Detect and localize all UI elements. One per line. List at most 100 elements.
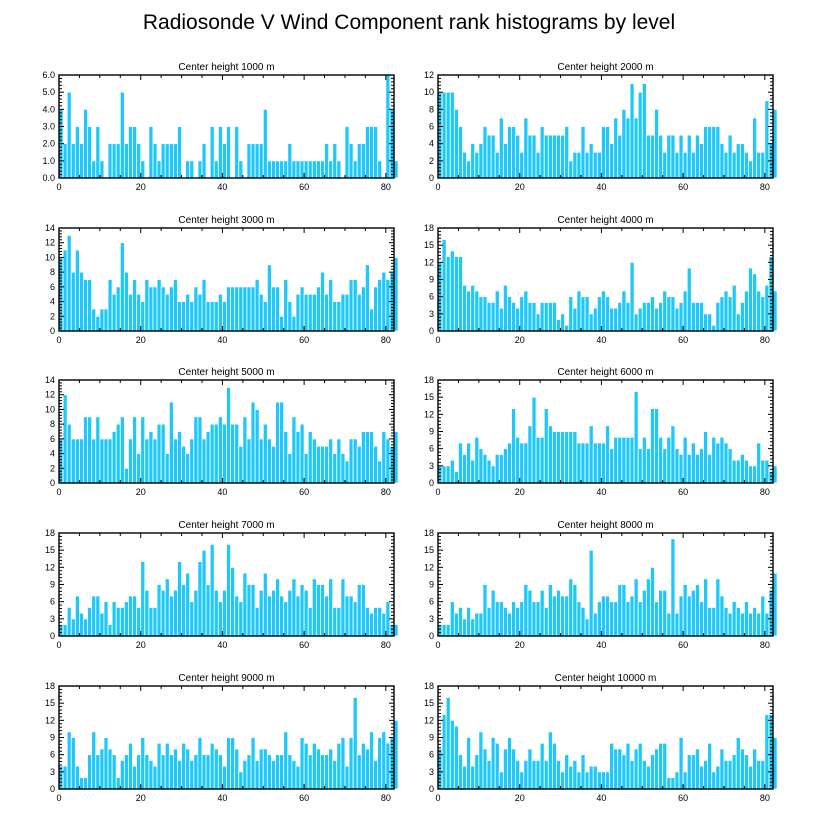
bar — [666, 296, 672, 332]
bar — [189, 438, 195, 484]
bar — [230, 566, 236, 637]
bar — [144, 438, 150, 484]
bar — [193, 754, 199, 790]
bar — [79, 143, 84, 179]
bar — [519, 601, 525, 637]
x-tick-label: 40 — [596, 335, 606, 345]
y-tick-label: 0 — [429, 478, 434, 488]
y-tick-label: 18 — [424, 681, 434, 691]
bar — [564, 431, 570, 484]
bar — [340, 293, 346, 332]
y-tick-label: 2 — [50, 311, 55, 321]
bar — [531, 759, 537, 790]
bar — [172, 589, 178, 637]
bar — [539, 589, 545, 637]
bar — [70, 438, 76, 484]
bar — [621, 436, 627, 484]
bar — [748, 267, 753, 332]
bar — [107, 438, 113, 484]
bar — [324, 445, 330, 484]
bar — [119, 759, 125, 790]
bar — [140, 301, 146, 332]
bar — [107, 279, 113, 332]
bar — [535, 151, 541, 179]
bar — [686, 754, 692, 790]
bar — [658, 134, 664, 179]
bar — [217, 126, 223, 179]
bar — [373, 126, 379, 179]
panel-4: Center height 4000 m 0 20 40 60 80 0 3 6 9 12 15 18 — [424, 215, 778, 345]
x-tick-label: 0 — [435, 640, 440, 650]
bar — [641, 589, 647, 637]
bar — [271, 286, 276, 332]
bar — [197, 737, 203, 790]
bar — [723, 151, 729, 179]
x-tick-label: 0 — [435, 182, 440, 192]
bar — [364, 606, 370, 637]
panel-title: Center height 10000 m — [555, 673, 657, 684]
bar — [279, 401, 285, 484]
bar — [136, 606, 142, 637]
bar — [291, 315, 297, 332]
bar — [650, 134, 655, 179]
bar — [275, 286, 281, 332]
bar — [295, 595, 301, 637]
bar — [62, 624, 68, 637]
panel-title: Center height 3000 m — [178, 215, 274, 226]
bar — [568, 431, 574, 484]
bar — [511, 301, 517, 332]
bar — [601, 442, 606, 484]
bar — [731, 284, 737, 332]
bar — [560, 595, 566, 637]
bar — [360, 286, 366, 332]
bar — [279, 754, 285, 790]
bar — [617, 436, 623, 484]
bar — [621, 108, 627, 179]
bar — [629, 261, 635, 332]
bar — [352, 160, 358, 179]
bar — [498, 771, 504, 790]
bar — [132, 416, 138, 484]
bar — [453, 256, 459, 332]
bar — [470, 143, 476, 179]
bar — [453, 471, 459, 484]
bar — [511, 601, 517, 637]
bar — [551, 595, 557, 637]
panel-7: Center height 7000 m 0 20 40 60 80 0 3 6 9 12 15 18 — [45, 520, 399, 650]
x-tick-label: 20 — [515, 182, 525, 192]
panel-title: Center height 7000 m — [178, 520, 274, 531]
bar — [551, 431, 557, 484]
bar — [189, 601, 195, 637]
x-tick-label: 40 — [217, 793, 227, 803]
bar — [148, 606, 154, 637]
y-tick-label: 8 — [50, 419, 55, 429]
bar — [238, 286, 244, 332]
bar — [441, 91, 447, 179]
bar — [486, 606, 492, 637]
bar — [588, 765, 594, 790]
bar — [699, 601, 704, 637]
y-tick-label: 0 — [50, 784, 55, 794]
x-tick-label: 60 — [299, 182, 309, 192]
bar — [703, 759, 709, 790]
bar — [556, 589, 561, 637]
bar — [99, 612, 105, 637]
bar — [584, 771, 590, 790]
bar — [715, 126, 721, 179]
bar — [275, 754, 281, 790]
bar — [107, 748, 113, 790]
bar — [140, 160, 146, 179]
bar — [315, 748, 321, 790]
bar — [519, 771, 525, 790]
y-tick-label: 10 — [45, 404, 55, 414]
bar — [238, 445, 244, 484]
bar — [144, 754, 150, 790]
bar — [609, 601, 615, 637]
y-tick-label: 6 — [429, 292, 434, 302]
bar — [539, 301, 545, 332]
bar — [377, 279, 383, 332]
bar — [115, 423, 121, 484]
bar — [74, 126, 80, 179]
y-tick-label: 12 — [424, 562, 434, 572]
bar — [748, 612, 753, 637]
